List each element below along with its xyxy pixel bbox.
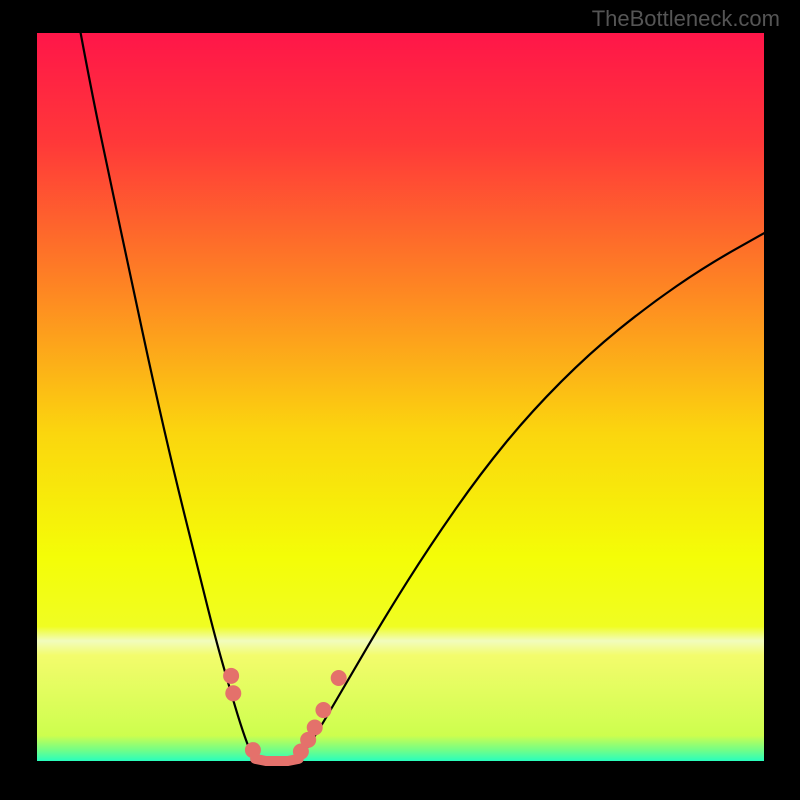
watermark-text: TheBottleneck.com (592, 6, 780, 32)
marker-dot (307, 720, 323, 736)
chart-svg (0, 0, 800, 800)
marker-dot (225, 685, 241, 701)
marker-bridge (255, 759, 299, 761)
marker-dot (223, 668, 239, 684)
marker-dot (331, 670, 347, 686)
marker-dot (245, 742, 261, 758)
marker-dot (315, 702, 331, 718)
chart-stage: TheBottleneck.com (0, 0, 800, 800)
plot-background (37, 33, 764, 761)
